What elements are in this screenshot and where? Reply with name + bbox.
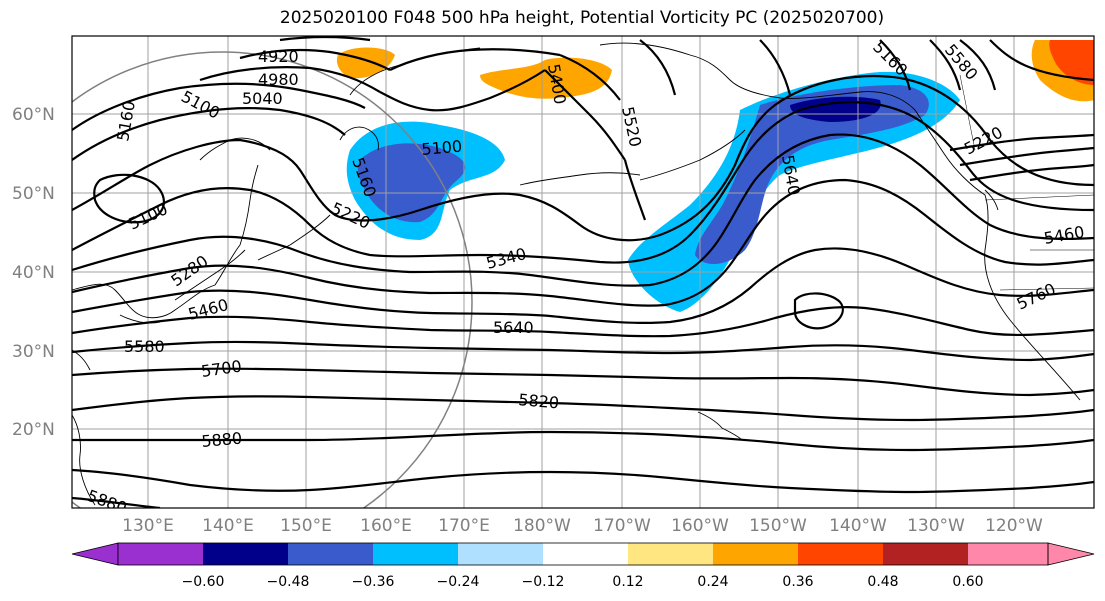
colorbar-segment (713, 543, 798, 565)
latitude-label: 40°N (12, 263, 55, 283)
colorbar-tick-label: 0.36 (782, 574, 813, 590)
graticule (72, 36, 1094, 508)
colorbar-segment (798, 543, 883, 565)
latitude-label: 20°N (12, 420, 55, 440)
colorbar-segment (373, 543, 458, 565)
longitude-label: 150°E (280, 516, 332, 536)
colorbar-segment (628, 543, 713, 565)
colorbar-segment (458, 543, 543, 565)
contour-label: 4920 (258, 47, 299, 66)
colorbar: −0.60 −0.48 −0.36 −0.24 −0.12 0.12 0.24 … (71, 542, 1095, 590)
colorbar-tick-label: 0.12 (612, 574, 643, 590)
longitude-label: 160°E (360, 516, 412, 536)
colorbar-tick-label: −0.12 (522, 574, 565, 590)
longitude-label: 150°W (749, 516, 807, 536)
longitude-label: 120°W (985, 516, 1043, 536)
colorbar-tick-label: 0.24 (697, 574, 728, 590)
colorbar-tick-label: 0.60 (952, 574, 983, 590)
longitude-label: 160°W (671, 516, 729, 536)
longitude-label: 140°W (829, 516, 887, 536)
colorbar-segment (288, 543, 373, 565)
reference-circle (72, 51, 473, 508)
colorbar-extend-low (71, 542, 119, 566)
contour-label: 5880 (201, 429, 243, 451)
latitude-label: 60°N (12, 105, 55, 125)
borders (959, 74, 1094, 291)
longitude-label: 180°W (513, 516, 571, 536)
longitude-label: 170°E (438, 516, 490, 536)
colorbar-segment (203, 543, 288, 565)
latitude-axis: 60°N 50°N 40°N 30°N 20°N (12, 105, 55, 440)
contour-label: 4980 (258, 70, 299, 89)
colorbar-extend-high (1047, 542, 1095, 566)
contour-label: 5820 (518, 390, 560, 412)
longitude-label: 130°E (122, 516, 174, 536)
height-contours (72, 36, 1094, 508)
longitude-label: 140°E (202, 516, 254, 536)
longitude-label: 130°W (907, 516, 965, 536)
contour-label: 5040 (242, 89, 283, 108)
colorbar-tick-label: −0.36 (352, 574, 395, 590)
colorbar-segment (118, 543, 203, 565)
contour-label: 5640 (493, 318, 534, 337)
map-title: 2025020100 F048 500 hPa height, Potentia… (279, 8, 885, 28)
longitude-label: 170°W (593, 516, 651, 536)
colorbar-segment (543, 543, 628, 565)
colorbar-tick-label: −0.60 (182, 574, 225, 590)
latitude-label: 30°N (12, 342, 55, 362)
map-frame (71, 35, 1095, 509)
colorbar-segment (883, 543, 968, 565)
colorbar-tick-label: 0.48 (867, 574, 898, 590)
contour-label: 5100 (421, 137, 463, 159)
contour-label: 5580 (124, 337, 165, 356)
colorbar-segment (968, 543, 1048, 565)
latitude-label: 50°N (12, 184, 55, 204)
longitude-axis: 130°E 140°E 150°E 160°E 170°E 180°W 170°… (122, 516, 1043, 536)
colorbar-tick-label: −0.48 (267, 574, 310, 590)
colorbar-tick-label: −0.24 (437, 574, 480, 590)
